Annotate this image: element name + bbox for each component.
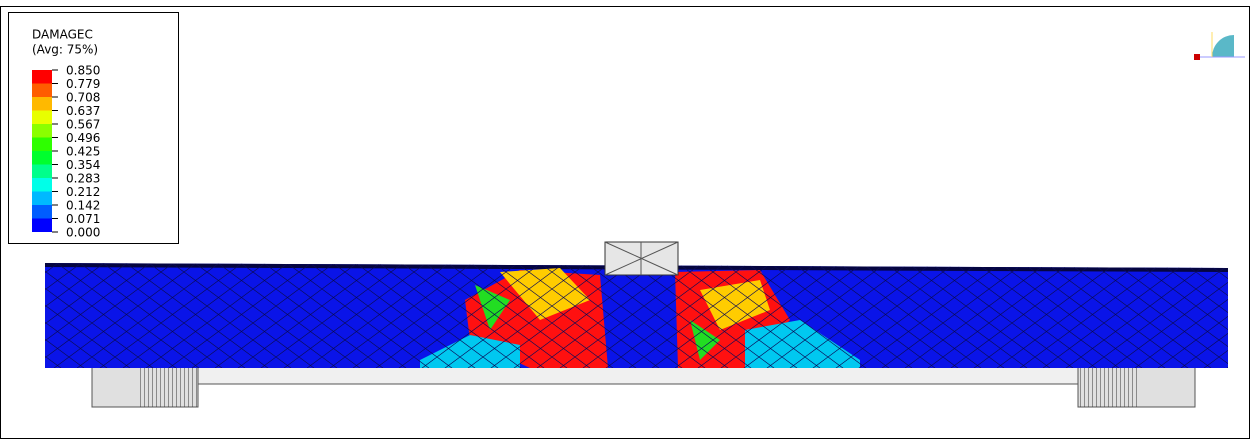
- legend-band: [32, 84, 52, 98]
- legend-band: [32, 178, 52, 192]
- legend-level: 0.000: [66, 226, 100, 240]
- legend: DAMAGEC (Avg: 75%) 0.8500.7790.7080.6370…: [9, 13, 179, 244]
- legend-band: [32, 219, 52, 233]
- legend-band: [32, 138, 52, 152]
- legend-level: 0.212: [66, 185, 100, 199]
- legend-level: 0.283: [66, 172, 100, 186]
- legend-level: 0.708: [66, 91, 100, 105]
- legend-band: [32, 165, 52, 179]
- legend-band: [32, 192, 52, 206]
- legend-level: 0.071: [66, 212, 100, 226]
- left-support-ribs: [138, 362, 198, 407]
- legend-band: [32, 111, 52, 125]
- right-support-ribs: [1078, 362, 1138, 407]
- legend-level: 0.637: [66, 104, 100, 118]
- legend-band: [32, 97, 52, 111]
- legend-level: 0.496: [66, 131, 100, 145]
- legend-band: [32, 70, 52, 84]
- legend-level: 0.425: [66, 145, 100, 159]
- beam-mesh: [45, 263, 1228, 368]
- legend-level: 0.354: [66, 158, 100, 172]
- legend-band: [32, 205, 52, 219]
- legend-title: DAMAGEC: [32, 28, 93, 42]
- legend-band: [32, 124, 52, 138]
- viewport: DAMAGEC (Avg: 75%) 0.8500.7790.7080.6370…: [0, 0, 1251, 440]
- legend-level: 0.850: [66, 64, 100, 78]
- legend-band: [32, 151, 52, 165]
- legend-level: 0.779: [66, 77, 100, 91]
- legend-subtitle: (Avg: 75%): [32, 43, 98, 57]
- legend-level: 0.567: [66, 118, 100, 132]
- triad-origin: [1194, 54, 1200, 60]
- legend-level: 0.142: [66, 199, 100, 213]
